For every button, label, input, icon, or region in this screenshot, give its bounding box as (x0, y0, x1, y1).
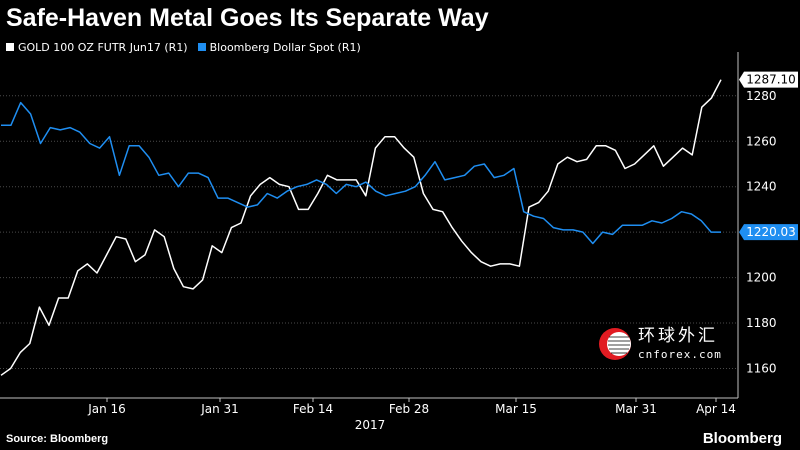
y-tick-label: 1160 (746, 361, 777, 375)
legend-label-dollar: Bloomberg Dollar Spot (R1) (209, 40, 361, 54)
x-tick-label: Jan 16 (87, 402, 126, 416)
gold-last-value-label: 1287.10 (739, 71, 798, 88)
legend: GOLD 100 OZ FUTR Jun17 (R1) Bloomberg Do… (6, 40, 371, 54)
x-tick-label: Apr 14 (696, 402, 736, 416)
y-tick-label: 1280 (746, 89, 777, 103)
x-tick-label: Feb 28 (389, 402, 429, 416)
y-tick-label: 1260 (746, 134, 777, 148)
x-tick-label: Mar 31 (615, 402, 657, 416)
legend-swatch-dollar (197, 43, 206, 51)
x-tick-label: Feb 14 (293, 402, 333, 416)
source-note: Source: Bloomberg (6, 433, 109, 445)
value-label-text: 1287.10 (746, 73, 796, 87)
y-tick-label: 1240 (746, 180, 777, 194)
cnforex-watermark: 环球外汇 cnforex.com (598, 326, 738, 362)
watermark-en-text: cnforex.com (638, 348, 722, 361)
value-label-box (739, 224, 798, 241)
bloomberg-logo: Bloomberg (702, 430, 782, 447)
x-tick-label: Jan 31 (200, 402, 239, 416)
legend-item-dollar: Bloomberg Dollar Spot (R1) (197, 40, 361, 54)
watermark-cn-text: 环球外汇 (638, 326, 718, 346)
value-label-box (739, 71, 798, 88)
chart-title: Safe-Haven Metal Goes Its Separate Way (6, 4, 489, 32)
legend-item-gold: GOLD 100 OZ FUTR Jun17 (R1) (6, 41, 188, 54)
x-tick-label: Mar 15 (495, 402, 537, 416)
cnforex-logo-icon (599, 328, 631, 360)
dollar-series-line (1, 101, 721, 245)
gold-series-line (0, 79, 722, 376)
y-tick-label: 1180 (746, 316, 777, 330)
y-tick-label: 1200 (746, 271, 777, 285)
legend-swatch-gold (6, 43, 14, 51)
value-label-text: 1220.03 (746, 225, 796, 239)
x-axis-label: 2017 (355, 418, 386, 432)
legend-label-gold: GOLD 100 OZ FUTR Jun17 (R1) (18, 40, 188, 54)
dollar-last-value-label: 1220.03 (739, 224, 798, 241)
